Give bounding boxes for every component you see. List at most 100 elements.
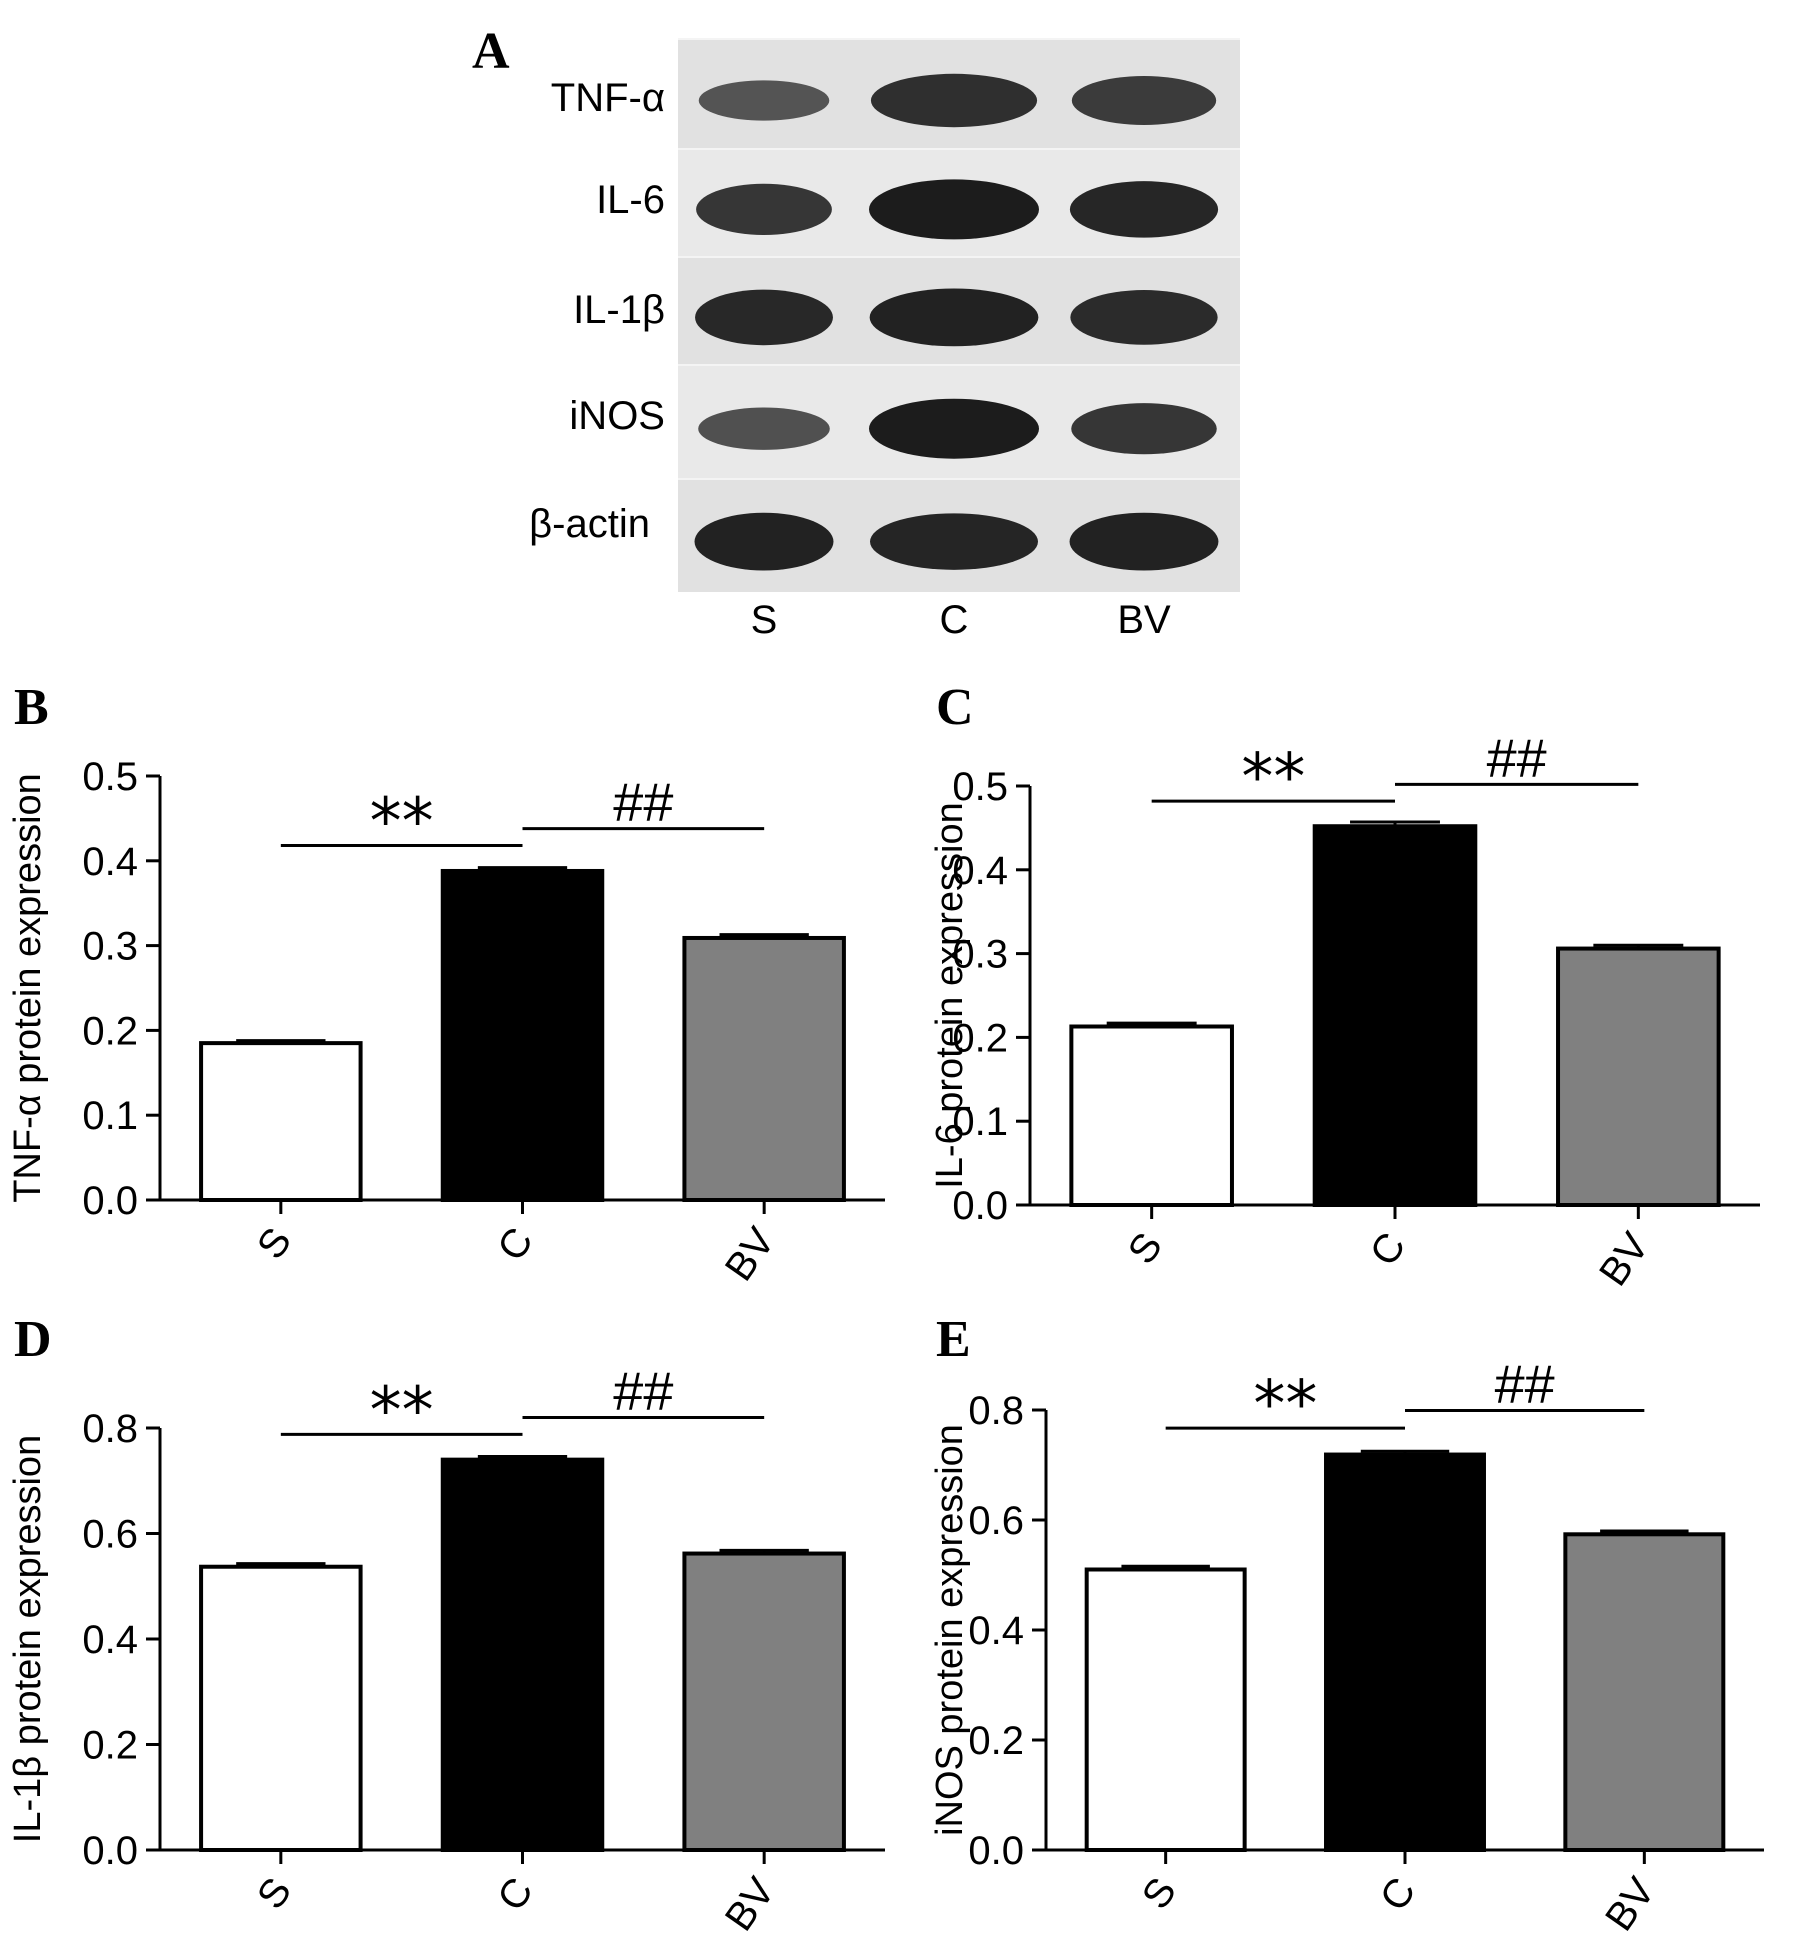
panel-letter: E xyxy=(936,1311,971,1368)
y-tick-label: 0.4 xyxy=(82,1618,138,1662)
blot-row xyxy=(678,478,1240,592)
y-axis-label: IL-6 protein expression xyxy=(929,802,971,1189)
y-tick-label: 0.3 xyxy=(952,933,1008,977)
bar-s xyxy=(199,1041,363,1202)
panel-letter: D xyxy=(14,1311,52,1368)
chart-panel-b: B 0.0 0.1 0.2 0.3 0.4 0.5 TNF-α protein express… xyxy=(7,679,885,1289)
y-tick-label: 0.2 xyxy=(952,1016,1008,1060)
y-tick-label: 0.4 xyxy=(952,849,1008,893)
blot-band xyxy=(1070,290,1218,345)
y-axis-label: iNOS protein expression xyxy=(929,1424,971,1836)
x-tick-label: C xyxy=(489,1220,542,1269)
y-tick-label: 0.0 xyxy=(952,1184,1008,1228)
sig-marker-right: ## xyxy=(1487,728,1547,788)
blot-band xyxy=(869,398,1039,459)
blot-band xyxy=(1071,76,1217,125)
blot-row-bands xyxy=(696,179,1219,240)
y-axis-label: IL-1β protein expression xyxy=(7,1435,49,1843)
x-tick-label: BV xyxy=(717,1870,784,1939)
blot-band xyxy=(698,80,830,121)
blot-band xyxy=(1071,403,1217,455)
blot-row xyxy=(678,148,1240,258)
sig-marker-left: ** xyxy=(370,1374,434,1448)
y-tick-label: 0.1 xyxy=(82,1094,138,1138)
blot-band xyxy=(1069,181,1219,238)
blot-row xyxy=(678,364,1240,480)
x-tick-label: S xyxy=(1134,1870,1185,1917)
sig-marker-left: ** xyxy=(1253,1368,1317,1442)
blot-row-bands xyxy=(694,512,1219,571)
blot-row-bands xyxy=(698,398,1217,459)
y-axis-label: TNF-α protein expression xyxy=(7,773,49,1203)
bar-c xyxy=(440,1457,605,1852)
blot-row xyxy=(678,256,1240,366)
y-tick-label: 0.0 xyxy=(968,1829,1024,1873)
y-tick-label: 0.8 xyxy=(968,1389,1024,1433)
bar-s xyxy=(1069,1024,1234,1208)
blot-label-tnf: TNF-α xyxy=(550,76,665,120)
sig-marker-left: ** xyxy=(370,786,434,860)
blot-label-il1b: IL-1β xyxy=(573,288,665,332)
x-tick-label: S xyxy=(249,1220,300,1267)
sig-marker-right: ## xyxy=(613,1361,673,1421)
x-tick-label: BV xyxy=(1591,1225,1658,1294)
chart-panel-d: D 0.0 0.2 0.4 0.6 0.8 IL-1β protein expression… xyxy=(7,1311,885,1939)
blot-band xyxy=(869,288,1039,347)
x-tick-label: C xyxy=(1362,1225,1415,1274)
chart-panel-c: C 0.0 0.1 0.2 0.3 0.4 0.5IL-6 protein expressi… xyxy=(929,679,1760,1294)
bar-c xyxy=(1312,824,1478,1207)
blot-band xyxy=(698,407,830,450)
y-tick-label: 0.0 xyxy=(82,1179,138,1223)
y-tick-label: 0.4 xyxy=(968,1609,1024,1653)
bar-s xyxy=(1084,1567,1247,1852)
blot-row-bands xyxy=(698,73,1217,128)
blot-row xyxy=(678,38,1240,150)
blot-band xyxy=(696,183,832,235)
x-tick-label: S xyxy=(249,1870,300,1917)
y-tick-label: 0.5 xyxy=(82,755,138,799)
blot-band xyxy=(869,179,1039,240)
panel-a-letter: A xyxy=(472,23,510,80)
blot-band xyxy=(870,513,1038,570)
y-tick-label: 0.0 xyxy=(82,1829,138,1873)
blot-label-inos: iNOS xyxy=(569,394,665,438)
y-tick-label: 0.1 xyxy=(952,1100,1008,1144)
y-tick-label: 0.6 xyxy=(968,1499,1024,1543)
x-tick-label: BV xyxy=(717,1220,784,1289)
y-tick-label: 0.2 xyxy=(82,1009,138,1053)
lane-label-bv: BV xyxy=(1117,598,1171,642)
blot-label-bactin: β-actin xyxy=(529,502,650,546)
blot-row-bands xyxy=(695,288,1218,347)
bar-bv xyxy=(1556,946,1721,1207)
bar-c xyxy=(1324,1452,1486,1853)
lane-label-c: C xyxy=(939,598,969,642)
bar-bv xyxy=(682,1551,846,1852)
y-tick-label: 0.2 xyxy=(82,1724,138,1768)
x-tick-label: BV xyxy=(1597,1870,1664,1939)
sig-marker-left: ** xyxy=(1241,741,1305,815)
blot-band xyxy=(695,289,833,346)
x-tick-label: C xyxy=(489,1870,542,1919)
y-tick-label: 0.2 xyxy=(968,1719,1024,1763)
panel-letter: C xyxy=(936,679,974,736)
y-tick-label: 0.8 xyxy=(82,1407,138,1451)
x-tick-label: S xyxy=(1120,1225,1171,1272)
y-tick-label: 0.4 xyxy=(82,840,138,884)
bar-c xyxy=(440,868,605,1202)
lane-label-s: S xyxy=(750,598,778,642)
sig-marker-right: ## xyxy=(1495,1355,1555,1415)
bar-bv xyxy=(682,935,846,1202)
blot-band xyxy=(1069,512,1219,571)
panel-letter: B xyxy=(14,679,49,736)
blot-band xyxy=(870,73,1038,128)
blot-band xyxy=(694,512,834,571)
y-tick-label: 0.3 xyxy=(82,925,138,969)
y-tick-label: 0.5 xyxy=(952,765,1008,809)
bar-bv xyxy=(1563,1532,1726,1853)
bar-s xyxy=(199,1564,363,1852)
x-tick-label: C xyxy=(1372,1870,1425,1919)
blot-label-il6: IL-6 xyxy=(596,178,665,222)
western-blot xyxy=(678,38,1240,592)
y-tick-label: 0.6 xyxy=(82,1513,138,1557)
